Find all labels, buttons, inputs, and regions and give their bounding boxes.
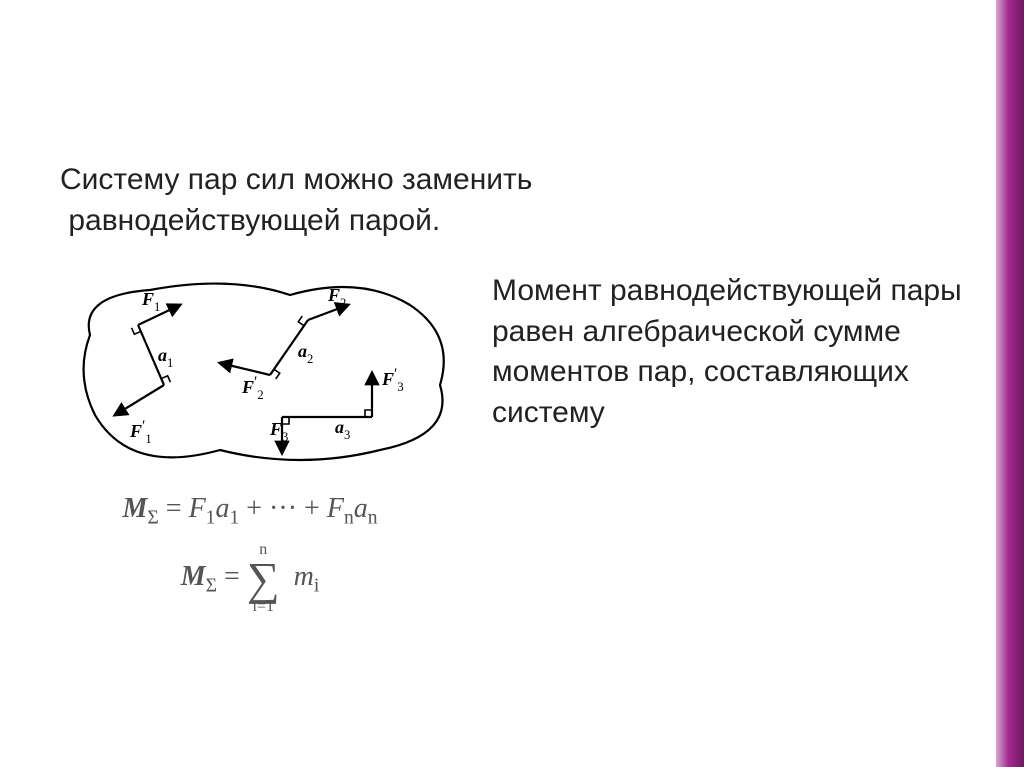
- svg-text:a3: a3: [335, 417, 350, 442]
- svg-text:F2: F2: [327, 285, 346, 310]
- svg-text:F′3: F′3: [381, 366, 404, 394]
- accent-bar: [996, 0, 1024, 767]
- svg-text:F′1: F′1: [129, 418, 152, 446]
- force-pairs-diagram: a1 F1 F′1 a2 F2 F′2 a3 F3 F′3: [60, 265, 460, 475]
- content-area: Систему пар сил можно заменить равнодейс…: [60, 160, 964, 615]
- formula-2: MΣ = n ∑ i=1 mi: [60, 542, 440, 615]
- formula-block: MΣ = F1a1 + ··· + Fnan MΣ = n ∑ i=1 mi: [60, 489, 440, 615]
- svg-text:F3: F3: [269, 419, 288, 444]
- svg-text:F1: F1: [141, 289, 160, 314]
- intro-line2: равнодействующей парой.: [68, 204, 440, 237]
- slide: Систему пар сил можно заменить равнодейс…: [0, 0, 1024, 767]
- formula-1: MΣ = F1a1 + ··· + Fnan: [60, 489, 440, 532]
- body-text: Момент равнодействующей пары равен алгеб…: [492, 265, 964, 433]
- svg-text:a2: a2: [298, 341, 313, 366]
- svg-text:F′2: F′2: [241, 374, 264, 402]
- svg-text:a1: a1: [158, 345, 173, 370]
- sum-symbol: n ∑ i=1: [247, 542, 280, 615]
- intro-line1: Систему пар сил можно заменить: [60, 163, 532, 196]
- intro-text: Систему пар сил можно заменить равнодейс…: [60, 160, 780, 241]
- figure-column: a1 F1 F′1 a2 F2 F′2 a3 F3 F′3 MΣ = F1a1 + ··· + …: [60, 265, 460, 615]
- figure-text-row: a1 F1 F′1 a2 F2 F′2 a3 F3 F′3 MΣ = F1a1 + ··· + …: [60, 265, 964, 615]
